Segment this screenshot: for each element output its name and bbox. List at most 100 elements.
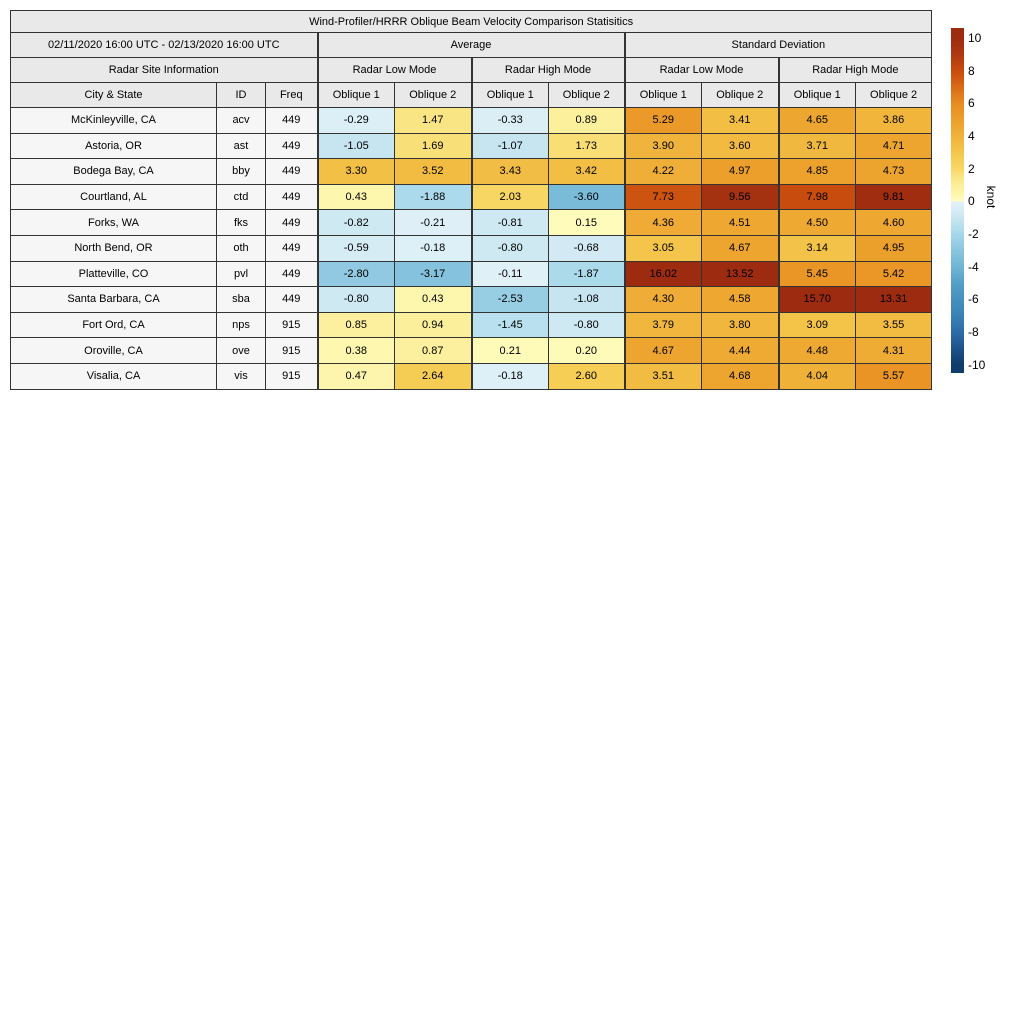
value-cell: 3.41 bbox=[701, 107, 779, 134]
value-cell: -2.80 bbox=[316, 260, 395, 288]
value-cell: 16.02 bbox=[623, 260, 702, 288]
value-cell: -0.80 bbox=[548, 311, 625, 339]
value-cell: -1.05 bbox=[316, 132, 395, 160]
value-cell: 0.87 bbox=[394, 337, 472, 364]
table-row: Forks, WA fks 449 -0.82 -0.21 -0.81 0.15 4.36 4.… bbox=[10, 209, 933, 236]
figure-title: Wind-Profiler/HRRR Oblique Beam Velocity… bbox=[9, 10, 933, 33]
value-cell: -3.17 bbox=[394, 260, 472, 288]
header-radar-low-mode: Radar Low Mode bbox=[316, 57, 472, 83]
value-cell: -0.80 bbox=[316, 286, 395, 313]
freq-cell: 915 bbox=[265, 311, 318, 339]
value-cell: 5.57 bbox=[854, 362, 933, 390]
value-cell: 9.81 bbox=[854, 183, 933, 211]
value-cell: 0.15 bbox=[548, 209, 625, 236]
header-city-state: City & State bbox=[10, 82, 217, 108]
value-cell: 4.48 bbox=[777, 337, 856, 364]
value-cell: 0.43 bbox=[394, 286, 472, 313]
value-cell: -0.33 bbox=[470, 107, 549, 134]
value-cell: -0.21 bbox=[394, 209, 472, 236]
header-oblique-1: Oblique 1 bbox=[777, 82, 856, 108]
value-cell: 4.68 bbox=[701, 362, 779, 390]
value-cell: 3.42 bbox=[548, 158, 625, 185]
freq-cell: 449 bbox=[265, 158, 318, 185]
value-cell: -0.80 bbox=[470, 234, 549, 262]
table-row: Bodega Bay, CA bby 449 3.30 3.52 3.43 3.42 4.22… bbox=[10, 158, 933, 185]
value-cell: 0.38 bbox=[316, 337, 395, 364]
value-cell: 13.52 bbox=[701, 260, 779, 288]
value-cell: 0.47 bbox=[316, 362, 395, 390]
header-average: Average bbox=[316, 32, 625, 58]
value-cell: 4.85 bbox=[777, 158, 856, 185]
value-cell: 3.09 bbox=[777, 311, 856, 339]
colorbar-tick-label: 4 bbox=[968, 128, 975, 143]
table-row: Oroville, CA ove 915 0.38 0.87 0.21 0.20 4.67 4.… bbox=[10, 337, 933, 364]
colorbar-tick-label: -4 bbox=[968, 259, 979, 274]
value-cell: 0.85 bbox=[316, 311, 395, 339]
freq-cell: 449 bbox=[265, 183, 318, 211]
colorbar-tick-label: -6 bbox=[968, 292, 979, 307]
colorbar-tick-label: 2 bbox=[968, 161, 975, 176]
site-id-cell: ctd bbox=[216, 183, 266, 211]
header-oblique-2: Oblique 2 bbox=[394, 82, 472, 108]
value-cell: 4.30 bbox=[623, 286, 702, 313]
value-cell: 3.71 bbox=[777, 132, 856, 160]
value-cell: 3.80 bbox=[701, 311, 779, 339]
value-cell: 4.22 bbox=[623, 158, 702, 185]
value-cell: 1.69 bbox=[394, 132, 472, 160]
value-cell: 2.64 bbox=[394, 362, 472, 390]
freq-cell: 449 bbox=[265, 286, 318, 313]
header-oblique-2: Oblique 2 bbox=[701, 82, 779, 108]
city-cell: Platteville, CO bbox=[10, 260, 217, 288]
value-cell: -0.59 bbox=[316, 234, 395, 262]
value-cell: -0.18 bbox=[394, 234, 472, 262]
header-site-info: Radar Site Information bbox=[10, 57, 318, 83]
date-range: 02/11/2020 16:00 UTC - 02/13/2020 16:00 … bbox=[10, 32, 318, 58]
value-cell: 3.86 bbox=[854, 107, 933, 134]
colorbar-tick-label: 0 bbox=[968, 194, 975, 209]
site-id-cell: fks bbox=[216, 209, 266, 236]
header-radar-high-mode: Radar High Mode bbox=[777, 57, 933, 83]
value-cell: 4.73 bbox=[854, 158, 933, 185]
value-cell: -0.29 bbox=[316, 107, 395, 134]
value-cell: -2.53 bbox=[470, 286, 549, 313]
city-cell: Courtland, AL bbox=[10, 183, 217, 211]
site-id-cell: ove bbox=[216, 337, 266, 364]
value-cell: -1.87 bbox=[548, 260, 625, 288]
value-cell: 3.51 bbox=[623, 362, 702, 390]
value-cell: 3.30 bbox=[316, 158, 395, 185]
freq-cell: 449 bbox=[265, 260, 318, 288]
value-cell: 3.90 bbox=[623, 132, 702, 160]
header-freq: Freq bbox=[265, 82, 318, 108]
site-id-cell: vis bbox=[216, 362, 266, 390]
value-cell: 4.65 bbox=[777, 107, 856, 134]
header-radar-low-mode: Radar Low Mode bbox=[623, 57, 779, 83]
city-cell: Bodega Bay, CA bbox=[10, 158, 217, 185]
value-cell: 1.73 bbox=[548, 132, 625, 160]
freq-cell: 449 bbox=[265, 234, 318, 262]
table-row: Platteville, CO pvl 449 -2.80 -3.17 -0.11 -1.8… bbox=[10, 260, 933, 288]
table-row: Fort Ord, CA nps 915 0.85 0.94 -1.45 -0.80 3.79… bbox=[10, 311, 933, 339]
value-cell: 3.60 bbox=[701, 132, 779, 160]
header-oblique-1: Oblique 1 bbox=[316, 82, 395, 108]
value-cell: 5.45 bbox=[777, 260, 856, 288]
site-id-cell: oth bbox=[216, 234, 266, 262]
value-cell: 7.98 bbox=[777, 183, 856, 211]
colorbar-tick-label: 8 bbox=[968, 63, 975, 78]
value-cell: 13.31 bbox=[854, 286, 933, 313]
value-cell: 15.70 bbox=[777, 286, 856, 313]
value-cell: 0.20 bbox=[548, 337, 625, 364]
table-body: McKinleyville, CA acv 449 -0.29 1.47 -0.33 0.8… bbox=[10, 107, 933, 390]
header-oblique-2: Oblique 2 bbox=[854, 82, 933, 108]
value-cell: -1.88 bbox=[394, 183, 472, 211]
value-cell: 3.05 bbox=[623, 234, 702, 262]
city-cell: Fort Ord, CA bbox=[10, 311, 217, 339]
table-row: Visalia, CA vis 915 0.47 2.64 -0.18 2.60 3.51 4.… bbox=[10, 362, 933, 390]
value-cell: 4.04 bbox=[777, 362, 856, 390]
colorbar-tick-label: -10 bbox=[968, 357, 986, 372]
city-cell: Santa Barbara, CA bbox=[10, 286, 217, 313]
freq-cell: 915 bbox=[265, 362, 318, 390]
colorbar-tick-label: -8 bbox=[968, 325, 979, 340]
value-cell: 1.47 bbox=[394, 107, 472, 134]
colorbar-tick-label: 6 bbox=[968, 96, 975, 111]
